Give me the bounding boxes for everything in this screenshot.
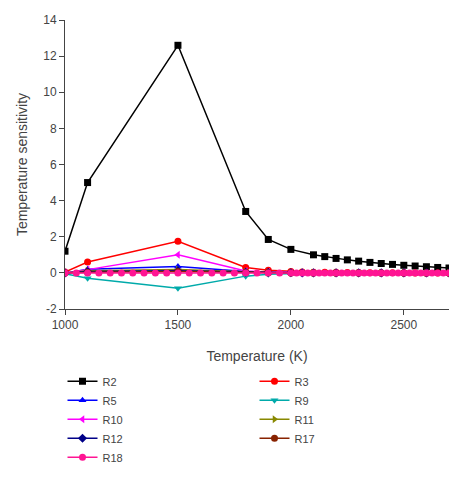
svg-text:12: 12 — [43, 49, 57, 63]
svg-text:6: 6 — [50, 158, 57, 172]
svg-text:R12: R12 — [103, 433, 123, 445]
svg-text:Temperature sensitivity: Temperature sensitivity — [14, 93, 30, 236]
svg-text:R5: R5 — [103, 395, 117, 407]
svg-text:R9: R9 — [295, 395, 309, 407]
svg-text:14: 14 — [43, 13, 57, 27]
svg-text:1000: 1000 — [52, 318, 79, 332]
svg-text:8: 8 — [50, 122, 57, 136]
svg-text:2: 2 — [50, 230, 57, 244]
svg-text:10: 10 — [43, 85, 57, 99]
svg-text:R10: R10 — [103, 414, 123, 426]
svg-text:-2: -2 — [46, 302, 57, 316]
svg-text:2500: 2500 — [390, 318, 417, 332]
svg-text:4: 4 — [50, 194, 57, 208]
svg-text:R2: R2 — [103, 376, 117, 388]
svg-text:R17: R17 — [295, 433, 315, 445]
svg-text:R3: R3 — [295, 376, 309, 388]
svg-text:R11: R11 — [295, 414, 314, 426]
svg-text:1500: 1500 — [165, 318, 192, 332]
svg-text:R18: R18 — [103, 452, 123, 464]
svg-text:Temperature (K): Temperature (K) — [206, 348, 307, 364]
svg-text:0: 0 — [50, 266, 57, 280]
svg-text:2000: 2000 — [278, 318, 305, 332]
